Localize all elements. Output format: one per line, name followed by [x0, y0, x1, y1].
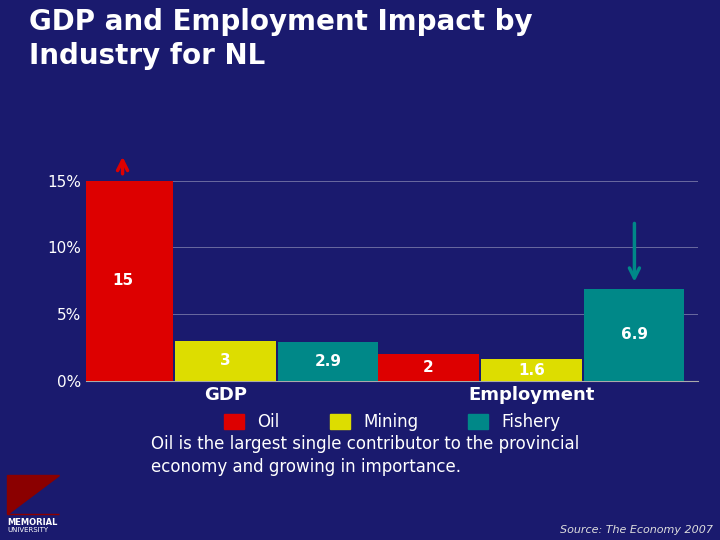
Text: 15: 15 [112, 273, 133, 288]
Polygon shape [7, 475, 59, 514]
Legend: Oil, Mining, Fishery: Oil, Mining, Fishery [219, 408, 566, 436]
Bar [585, 289, 685, 381]
Text: GDP and Employment Impact by
Industry for NL: GDP and Employment Impact by Industry fo… [29, 8, 532, 70]
Text: 2.9: 2.9 [315, 354, 342, 369]
Text: 3: 3 [220, 353, 231, 368]
Text: Source: The Economy 2007: Source: The Economy 2007 [560, 524, 713, 535]
Bar [279, 342, 379, 381]
Bar [176, 341, 276, 381]
Bar [482, 359, 582, 381]
Text: 2: 2 [423, 360, 434, 375]
Text: MEMORIAL: MEMORIAL [7, 518, 58, 527]
Text: 1.6: 1.6 [518, 362, 545, 377]
Text: Oil is the largest single contributor to the provincial
economy and growing in i: Oil is the largest single contributor to… [151, 435, 580, 476]
Text: UNIVERSITY: UNIVERSITY [7, 528, 48, 534]
Bar [379, 354, 479, 381]
Bar [73, 180, 173, 381]
Text: 6.9: 6.9 [621, 327, 648, 342]
